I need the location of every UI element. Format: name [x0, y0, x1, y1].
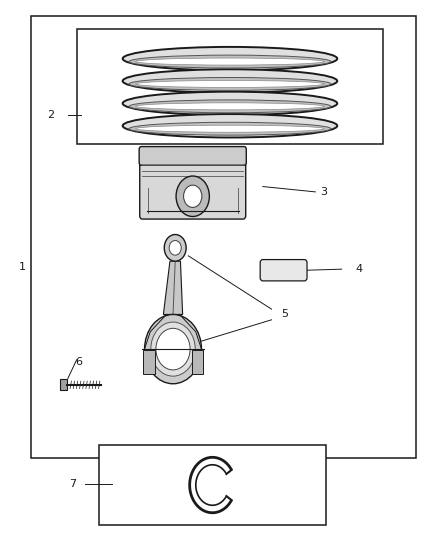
Ellipse shape — [123, 47, 337, 70]
Polygon shape — [60, 379, 67, 390]
FancyBboxPatch shape — [143, 350, 155, 374]
Ellipse shape — [129, 55, 331, 68]
Text: 5: 5 — [281, 310, 288, 319]
Text: 6: 6 — [75, 358, 82, 367]
Circle shape — [164, 235, 186, 261]
FancyBboxPatch shape — [191, 350, 203, 374]
Ellipse shape — [123, 92, 337, 115]
Text: 7: 7 — [69, 479, 76, 489]
FancyBboxPatch shape — [139, 147, 246, 165]
Text: 1: 1 — [19, 262, 26, 271]
Text: 4: 4 — [356, 264, 363, 274]
Circle shape — [176, 176, 209, 216]
Ellipse shape — [129, 122, 331, 135]
Circle shape — [184, 185, 202, 207]
Ellipse shape — [129, 100, 331, 113]
Circle shape — [151, 322, 195, 376]
Text: 3: 3 — [321, 187, 328, 197]
FancyBboxPatch shape — [260, 260, 307, 281]
Circle shape — [169, 240, 181, 255]
Circle shape — [156, 328, 190, 370]
Bar — [77, 29, 383, 144]
Ellipse shape — [135, 103, 325, 110]
Ellipse shape — [129, 77, 331, 91]
Text: 2: 2 — [47, 110, 54, 119]
Ellipse shape — [135, 58, 325, 65]
Polygon shape — [163, 261, 183, 314]
Bar — [31, 16, 416, 458]
Ellipse shape — [135, 80, 325, 87]
Circle shape — [145, 314, 201, 384]
Bar — [99, 445, 326, 525]
Ellipse shape — [135, 125, 325, 132]
Ellipse shape — [123, 69, 337, 93]
Ellipse shape — [123, 114, 337, 138]
FancyBboxPatch shape — [140, 157, 246, 219]
